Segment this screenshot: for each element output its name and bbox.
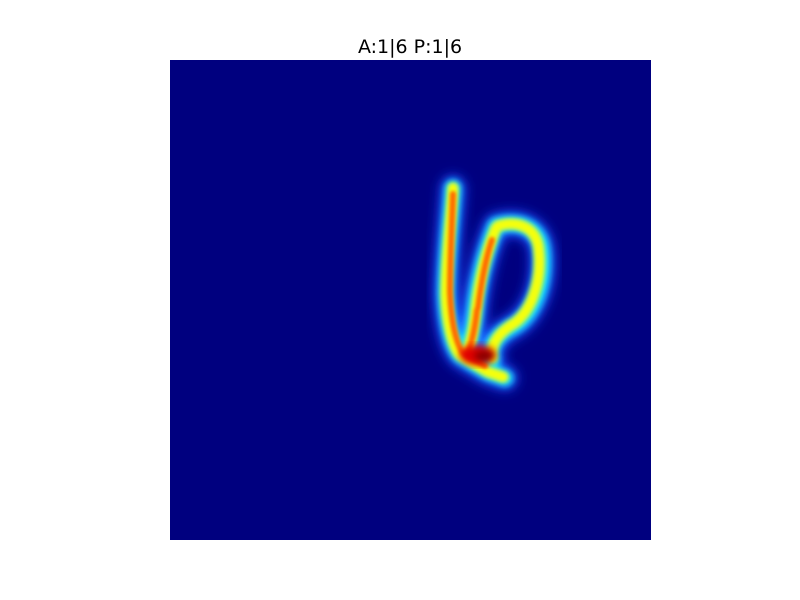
heatmap-svg — [170, 60, 651, 540]
figure-title: A:1|6 P:1|6 — [357, 36, 463, 58]
heatmap-image — [170, 60, 651, 540]
heatmap-background — [170, 60, 651, 540]
digit-hotspot — [460, 345, 496, 365]
